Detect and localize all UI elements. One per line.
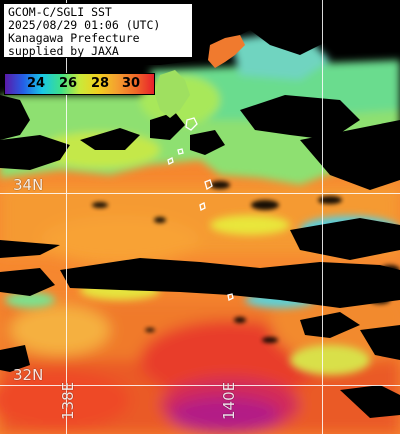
- region-label: Kanagawa Prefecture: [8, 31, 140, 45]
- colorbar-tick-28: 28: [90, 76, 110, 91]
- colorbar-tick-26: 26: [58, 76, 78, 91]
- tokyo-bay-warm: [208, 35, 245, 68]
- sst-colorbar-legend: 24 26 28 30: [4, 73, 155, 95]
- colorbar-tick-24: 24: [26, 76, 46, 91]
- satellite-sensor-title: GCOM-C/SGLI SST: [8, 5, 112, 19]
- longitude-label-138e: 138E: [59, 381, 77, 420]
- longitude-label-140e: 140E: [220, 381, 238, 420]
- latitude-label-34n: 34N: [13, 176, 44, 194]
- image-info-box: GCOM-C/SGLI SST 2025/08/29 01:06 (UTC) K…: [3, 3, 193, 58]
- supplier-credit: supplied by JAXA: [8, 44, 119, 58]
- islands: [167, 117, 234, 301]
- colorbar-tick-30: 30: [121, 76, 141, 91]
- cloud-fragments: [92, 181, 400, 343]
- izu-coast-water: [155, 70, 190, 118]
- latitude-label-32n: 32N: [13, 366, 44, 384]
- observation-timestamp: 2025/08/29 01:06 (UTC): [8, 18, 161, 32]
